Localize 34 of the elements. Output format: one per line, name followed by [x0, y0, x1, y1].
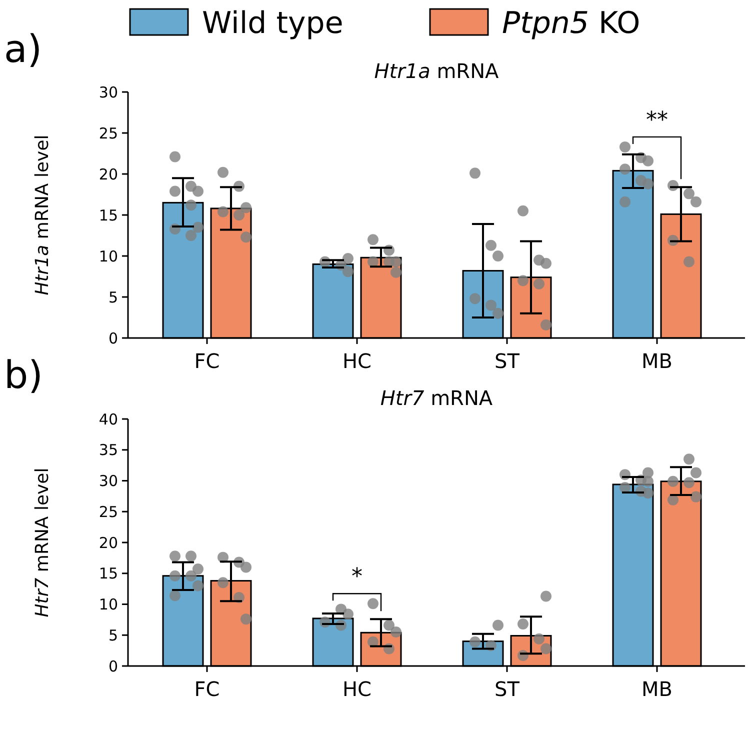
y-tick-label: 40	[98, 410, 118, 428]
text: b)	[4, 353, 43, 397]
y-tick-label: 0	[108, 657, 118, 676]
y-tick-label: 30	[98, 83, 118, 102]
x-tick-label: HC	[342, 677, 372, 701]
x-tick-label: MB	[642, 349, 672, 373]
x-tick-label: MB	[642, 677, 672, 701]
legend-label: Wild type	[202, 6, 344, 41]
y-tick-label: 0	[108, 329, 118, 348]
annotation: **	[646, 108, 668, 133]
y-axis-title: Htr1a mRNA level	[32, 134, 53, 296]
y-tick-label: 10	[98, 596, 118, 614]
y-tick-label: 25	[98, 124, 118, 142]
x-tick-label: ST	[494, 349, 520, 373]
y-tick-label: 15	[98, 206, 118, 224]
y-tick-label: 5	[108, 626, 118, 644]
x-tick-label: FC	[194, 677, 220, 701]
y-tick-label: 30	[98, 472, 118, 490]
x-tick-label: ST	[494, 677, 520, 701]
annotation: *	[352, 564, 362, 590]
y-axis-title: Htr7 mRNA level	[32, 468, 53, 618]
y-tick-label: 10	[98, 247, 118, 266]
legend-label: Ptpn5 KO	[502, 6, 640, 41]
x-tick-label: FC	[194, 349, 220, 373]
y-tick-label: 35	[98, 441, 118, 460]
text: a)	[4, 27, 42, 71]
chart-title: Htr7 mRNA	[380, 386, 493, 410]
y-tick-label: 20	[98, 534, 118, 552]
chart-title: Htr1a mRNA	[374, 59, 500, 83]
y-tick-label: 15	[98, 564, 118, 583]
x-tick-label: HC	[342, 349, 372, 373]
y-tick-label: 25	[98, 502, 118, 521]
y-tick-label: 5	[108, 288, 118, 306]
y-tick-label: 20	[98, 165, 118, 184]
